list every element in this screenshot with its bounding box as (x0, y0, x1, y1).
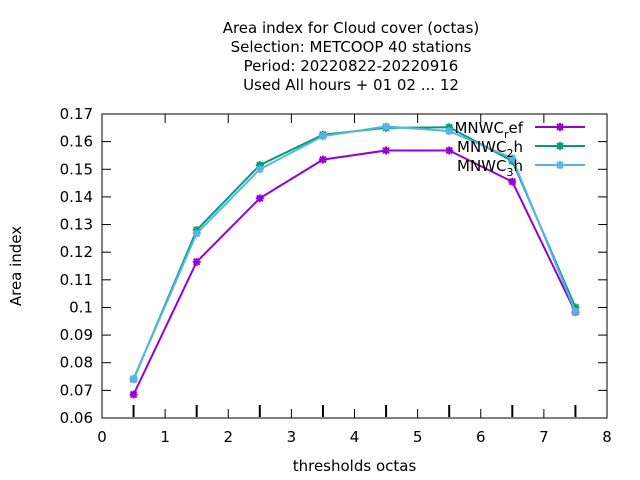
data-point (129, 390, 138, 399)
title-line: Area index for Cloud cover (octas) (223, 19, 480, 37)
data-point (508, 154, 517, 163)
legend-series-name: MNWC (457, 138, 506, 156)
y-tick-label: 0.14 (60, 188, 93, 206)
chart-title: Area index for Cloud cover (octas)Select… (223, 19, 480, 94)
x-tick-label: 2 (223, 428, 233, 446)
y-tick-label: 0.16 (60, 133, 93, 151)
y-tick-label: 0.06 (60, 409, 93, 427)
legend-label: MNWCref (454, 119, 523, 141)
data-point (192, 229, 201, 238)
legend-series-subscript: 3 (506, 166, 513, 179)
x-tick-label: 1 (160, 428, 170, 446)
y-tick-label: 0.17 (60, 105, 93, 123)
y-tick-label: 0.08 (60, 354, 93, 372)
x-tick-label: 7 (539, 428, 549, 446)
data-point (382, 122, 391, 131)
legend-label: MNWC3h (457, 157, 523, 179)
data-point (255, 194, 264, 203)
legend-series-subscript: r (504, 128, 509, 141)
legend-series-suffix: ef (508, 119, 523, 137)
series-line (132, 149, 577, 395)
legend-series-suffix: h (513, 138, 523, 156)
x-tick-label: 8 (602, 428, 612, 446)
legend-marker (556, 123, 564, 131)
legend-marker (556, 161, 564, 169)
legend-marker (556, 142, 564, 150)
series-lines (129, 122, 580, 399)
y-tick-label: 0.12 (60, 243, 93, 261)
data-point (129, 374, 138, 383)
data-point (571, 307, 580, 316)
x-tick-label: 3 (287, 428, 297, 446)
data-point (255, 165, 264, 174)
x-axis-label: thresholds octas (293, 457, 417, 475)
y-tick-label: 0.15 (60, 160, 93, 178)
title-line: Period: 20220822-20220916 (244, 57, 459, 75)
legend-label: MNWC2h (457, 138, 523, 160)
data-point (318, 155, 327, 164)
x-tick-label: 0 (97, 428, 107, 446)
axis-ticks: 0.06 0.07 0.08 0.09 0.1 0.11 0.12 0.13 0.14 0.15 0… (60, 105, 612, 446)
y-axis-label: Area index (7, 226, 25, 306)
legend-series-name: MNWC (457, 157, 506, 175)
y-tick-label: 0.13 (60, 216, 93, 234)
y-tick-label: 0.11 (60, 271, 93, 289)
x-tick-label: 6 (476, 428, 486, 446)
data-point (192, 257, 201, 266)
y-tick-label: 0.07 (60, 381, 93, 399)
series-line (132, 125, 577, 380)
data-point (318, 132, 327, 141)
data-point (445, 127, 454, 136)
plot-frame (101, 113, 608, 419)
y-tick-label: 0.1 (69, 298, 93, 316)
x-tick-label: 4 (350, 428, 360, 446)
data-point (508, 177, 517, 186)
y-tick-label: 0.09 (60, 326, 93, 344)
x-tick-label: 5 (413, 428, 423, 446)
legend-series-suffix: h (513, 157, 523, 175)
title-line: Selection: METCOOP 40 stations (231, 38, 472, 56)
legend-series-subscript: 2 (506, 147, 513, 160)
data-point (382, 146, 391, 155)
data-point (445, 146, 454, 155)
title-line: Used All hours + 01 02 ... 12 (243, 76, 459, 94)
legend-series-name: MNWC (454, 119, 503, 137)
